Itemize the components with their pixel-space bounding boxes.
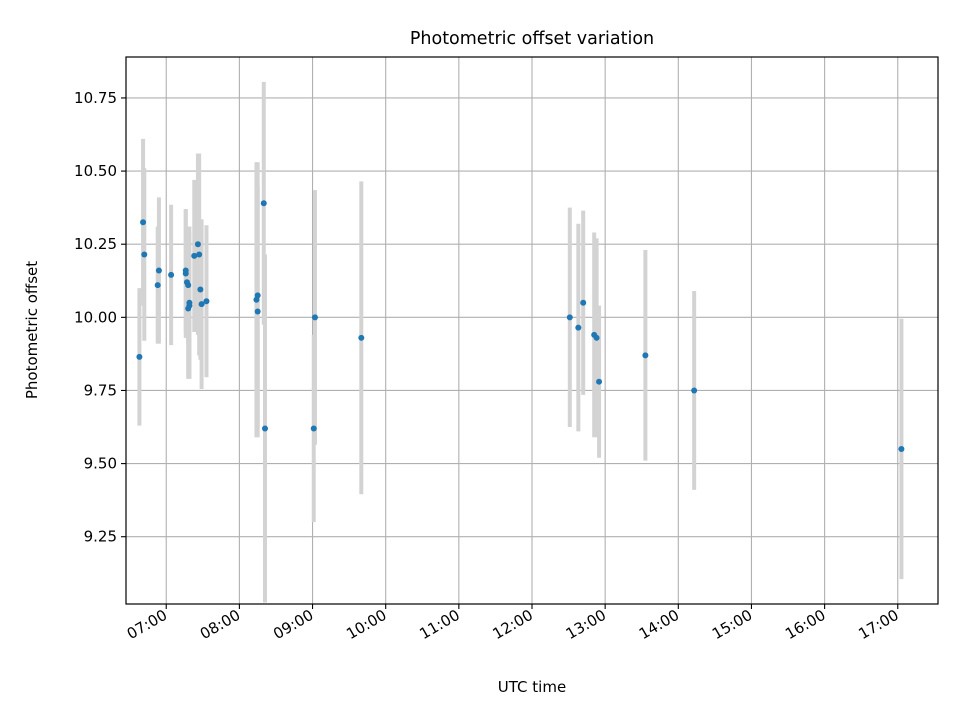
data-point (898, 445, 905, 452)
data-point (136, 353, 143, 360)
data-point (580, 299, 587, 306)
data-point (310, 425, 317, 432)
y-tick-label: 9.75 (84, 381, 117, 399)
data-point (194, 241, 201, 248)
grid (126, 57, 938, 604)
chart-title: Photometric offset variation (410, 29, 654, 49)
y-tick-label: 10.00 (74, 308, 117, 326)
y-tick-label: 10.75 (74, 89, 117, 107)
data-point (197, 286, 204, 293)
data-point (198, 301, 205, 308)
data-point (141, 251, 148, 258)
data-point (182, 267, 189, 274)
y-axis-ticks: 9.25 9.50 9.75 10.00 10.25 10.50 10.75 (74, 89, 126, 546)
data-point (154, 282, 161, 289)
y-tick-label: 9.50 (84, 455, 117, 473)
y-tick-label: 9.25 (84, 528, 117, 546)
data-point (642, 352, 649, 359)
data-point (140, 219, 147, 226)
data-point (596, 378, 603, 385)
data-point (168, 271, 175, 278)
y-axis-label: Photometric offset (23, 261, 41, 399)
y-tick-label: 10.25 (74, 235, 117, 253)
data-point (203, 298, 210, 305)
data-point (191, 252, 198, 259)
data-points (136, 200, 905, 452)
data-point (254, 308, 261, 315)
data-point (691, 387, 698, 394)
data-point (185, 282, 192, 289)
data-point (593, 334, 600, 341)
data-point (196, 251, 203, 258)
data-point (260, 200, 267, 207)
data-point (566, 314, 573, 321)
data-point (261, 425, 268, 432)
x-axis-label: UTC time (498, 678, 566, 696)
data-point (254, 292, 261, 299)
y-tick-label: 10.50 (74, 162, 117, 180)
data-point (311, 314, 318, 321)
data-point (358, 334, 365, 341)
data-point (155, 267, 162, 274)
data-point (575, 324, 582, 331)
data-point (186, 302, 193, 309)
